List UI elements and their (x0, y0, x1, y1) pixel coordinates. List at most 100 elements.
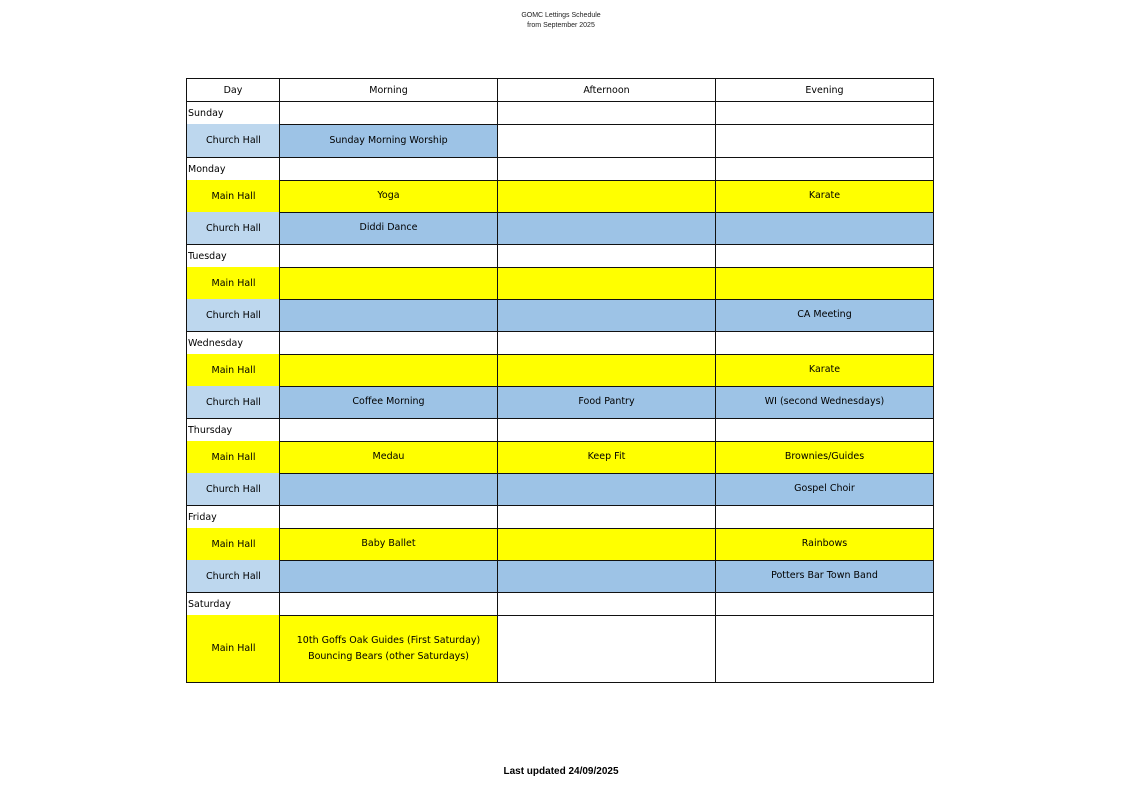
day-row-empty-cell (279, 331, 498, 355)
day-row-empty-cell (279, 505, 498, 529)
day-row-empty-cell (715, 505, 934, 529)
hall-label: Main Hall (186, 180, 280, 212)
hall-row: Church Hall Diddi Dance (186, 211, 934, 245)
day-row-tuesday: Tuesday (186, 244, 934, 268)
evening-booking-cell: Gospel Choir (715, 472, 934, 506)
evening-booking-cell (715, 266, 934, 300)
day-row-empty-cell (715, 592, 934, 616)
hall-label: Church Hall (186, 299, 280, 332)
day-row-empty-cell (279, 592, 498, 616)
day-label: Tuesday (186, 244, 280, 267)
day-label: Saturday (186, 592, 280, 615)
hall-label: Main Hall (186, 528, 280, 560)
evening-booking-cell: Brownies/Guides (715, 440, 934, 474)
evening-booking-cell (715, 211, 934, 245)
header-morning: Morning (279, 78, 498, 102)
hall-label: Main Hall (186, 267, 280, 299)
day-row-empty-cell (279, 157, 498, 181)
hall-row: Church Hall Gospel Choir (186, 472, 934, 506)
hall-row: Church Hall Potters Bar Town Band (186, 559, 934, 593)
afternoon-booking-cell (497, 211, 716, 245)
hall-row: Church Hall Sunday Morning Worship (186, 123, 934, 158)
hall-label: Main Hall (186, 615, 280, 683)
hall-label: Church Hall (186, 560, 280, 593)
day-row-sunday: Sunday (186, 101, 934, 125)
day-row-empty-cell (715, 331, 934, 355)
afternoon-booking-cell (497, 559, 716, 593)
hall-label: Main Hall (186, 354, 280, 386)
header-row: Day Morning Afternoon Evening (186, 78, 934, 102)
hall-row: Main Hall Yoga Karate (186, 179, 934, 213)
morning-booking-cell (279, 298, 498, 332)
afternoon-booking-cell (497, 614, 716, 683)
hall-row: Main Hall Medau Keep Fit Brownies/Guides (186, 440, 934, 474)
day-row-empty-cell (497, 331, 716, 355)
lettings-schedule-table: Day Morning Afternoon Evening Sunday Chur… (186, 78, 934, 683)
hall-row: Main Hall Karate (186, 353, 934, 387)
morning-booking-cell (279, 266, 498, 300)
day-label: Friday (186, 505, 280, 528)
evening-booking-cell: Rainbows (715, 527, 934, 561)
day-row-empty-cell (279, 244, 498, 268)
evening-booking-cell: Karate (715, 179, 934, 213)
last-updated: Last updated 24/09/2025 (503, 766, 619, 777)
hall-label: Church Hall (186, 124, 280, 158)
day-row-empty-cell (715, 101, 934, 125)
day-row-empty-cell (497, 157, 716, 181)
day-row-monday: Monday (186, 157, 934, 181)
day-row-saturday: Saturday (186, 592, 934, 616)
evening-booking-cell (715, 123, 934, 158)
afternoon-booking-cell: Food Pantry (497, 385, 716, 419)
morning-booking-cell: Medau (279, 440, 498, 474)
hall-label: Church Hall (186, 212, 280, 245)
day-row-empty-cell (715, 244, 934, 268)
morning-booking-cell (279, 472, 498, 506)
day-row-empty-cell (497, 244, 716, 268)
hall-label: Church Hall (186, 473, 280, 506)
afternoon-booking-cell (497, 179, 716, 213)
afternoon-booking-cell (497, 527, 716, 561)
hall-row: Church Hall Coffee Morning Food Pantry WI (… (186, 385, 934, 419)
morning-booking-cell: Diddi Dance (279, 211, 498, 245)
morning-booking-cell: Sunday Morning Worship (279, 123, 498, 158)
day-row-empty-cell (715, 418, 934, 442)
day-row-empty-cell (279, 101, 498, 125)
document-title-block: GOMC Lettings Schedule from September 20… (0, 11, 1122, 31)
day-row-empty-cell (497, 505, 716, 529)
day-label: Wednesday (186, 331, 280, 354)
morning-booking-cell (279, 559, 498, 593)
hall-row: Church Hall CA Meeting (186, 298, 934, 332)
afternoon-booking-cell (497, 353, 716, 387)
day-row-empty-cell (497, 592, 716, 616)
header-evening: Evening (715, 78, 934, 102)
day-row-friday: Friday (186, 505, 934, 529)
hall-label: Main Hall (186, 441, 280, 473)
day-row-wednesday: Wednesday (186, 331, 934, 355)
evening-booking-cell: Karate (715, 353, 934, 387)
morning-booking-cell: 10th Goffs Oak Guides (First Saturday) B… (279, 614, 498, 683)
day-row-empty-cell (497, 101, 716, 125)
day-label: Sunday (186, 101, 280, 124)
document-subtitle: from September 2025 (527, 22, 595, 29)
hall-row: Main Hall 10th Goffs Oak Guides (First Sa… (186, 614, 934, 683)
hall-row: Main Hall Baby Ballet Rainbows (186, 527, 934, 561)
afternoon-booking-cell (497, 298, 716, 332)
day-label: Monday (186, 157, 280, 180)
evening-booking-cell (715, 614, 934, 683)
afternoon-booking-cell (497, 123, 716, 158)
evening-booking-cell: Potters Bar Town Band (715, 559, 934, 593)
day-label: Thursday (186, 418, 280, 441)
day-row-empty-cell (279, 418, 498, 442)
header-afternoon: Afternoon (497, 78, 716, 102)
morning-booking-cell (279, 353, 498, 387)
header-day: Day (186, 78, 280, 102)
afternoon-booking-cell (497, 472, 716, 506)
day-row-thursday: Thursday (186, 418, 934, 442)
evening-booking-cell: CA Meeting (715, 298, 934, 332)
morning-booking-cell: Yoga (279, 179, 498, 213)
morning-booking-cell: Baby Ballet (279, 527, 498, 561)
afternoon-booking-cell: Keep Fit (497, 440, 716, 474)
day-row-empty-cell (715, 157, 934, 181)
evening-booking-cell: WI (second Wednesdays) (715, 385, 934, 419)
document-title: GOMC Lettings Schedule (521, 12, 601, 19)
